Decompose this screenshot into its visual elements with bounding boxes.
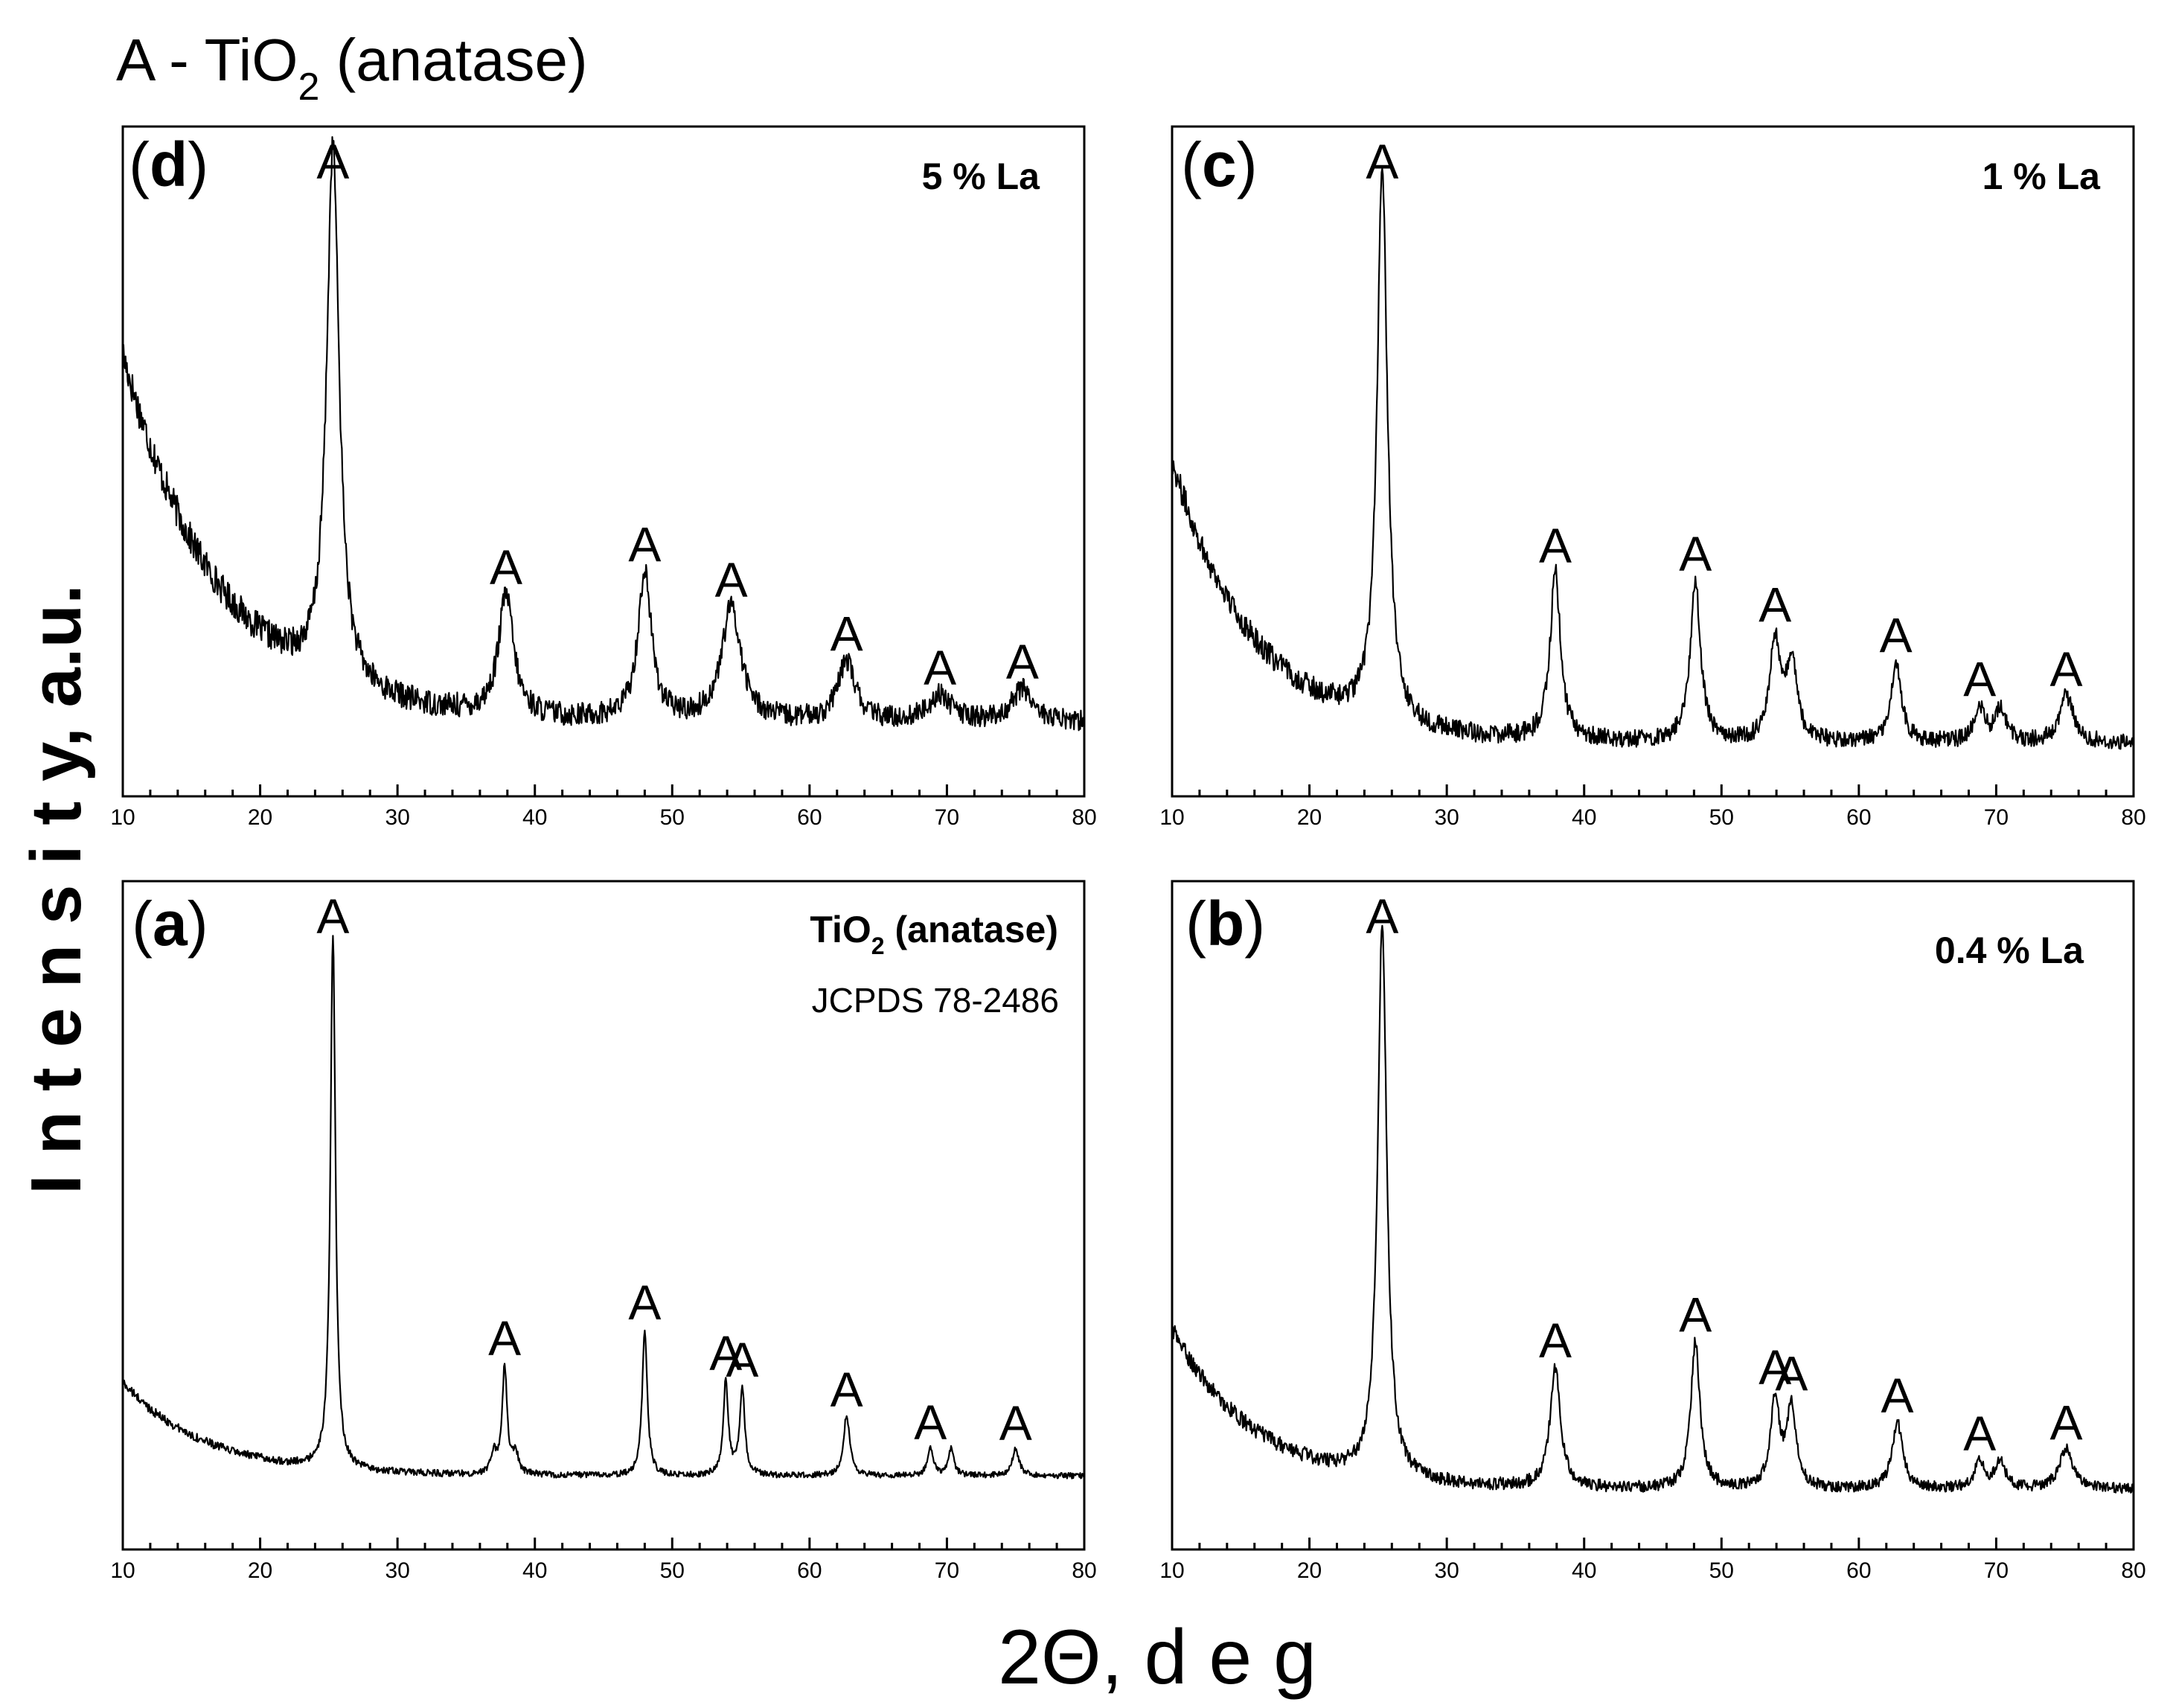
- peak-label: A: [999, 1395, 1032, 1450]
- x-tick-label: 50: [1709, 805, 1734, 830]
- peak-label: A: [1679, 526, 1712, 581]
- x-tick-label: 60: [1846, 1558, 1871, 1583]
- panel-a: (a) TiO2 (anatase) JCPDS 78-2486 10 20 30 4…: [110, 880, 1097, 1583]
- peak-label: A: [831, 1362, 863, 1417]
- peak-label: A: [1758, 577, 1791, 632]
- x-tick-label: 30: [1434, 805, 1459, 830]
- sample-label: TiO2 (anatase): [810, 909, 1058, 959]
- peak-label: A: [715, 552, 748, 607]
- x-tick-label: 10: [1159, 805, 1184, 830]
- peak-label: A: [1775, 1346, 1808, 1401]
- peak-label: A: [2050, 642, 2083, 697]
- x-tick-label: 50: [1709, 1558, 1734, 1583]
- xrd-trace: [122, 935, 1086, 1480]
- x-tick-label: 40: [522, 1558, 547, 1583]
- peak-label: A: [726, 1332, 758, 1387]
- x-tick-label: 80: [1072, 1558, 1096, 1583]
- x-tick-label: 60: [797, 1558, 822, 1583]
- xrd-trace: [1171, 167, 2135, 750]
- x-tick-label: 30: [385, 805, 409, 830]
- x-tick-label: 70: [1984, 805, 2009, 830]
- x-tick-label: 10: [110, 1558, 135, 1583]
- sample-label: 0.4 % La: [1935, 930, 2084, 971]
- x-tick-label: 80: [2121, 805, 2145, 830]
- peak-label: A: [1758, 1340, 1791, 1395]
- peak-label: A: [1963, 652, 1996, 707]
- peak-label: A: [1881, 1368, 1914, 1423]
- peak-label: A: [709, 1325, 742, 1381]
- x-tick-label: 60: [1846, 805, 1871, 830]
- panel-label: (a): [132, 889, 208, 959]
- peak-label: A: [924, 640, 956, 695]
- xrd-trace: [121, 136, 1086, 732]
- x-tick-label: 40: [1572, 805, 1596, 830]
- x-tick-label: 70: [935, 1558, 959, 1583]
- x-axis-title: 2Θ, d e g: [998, 1614, 1316, 1701]
- panel-frame: [1171, 880, 2135, 1551]
- panel-b: (b) 0.4 % La 10 20 30 40 50 60 70 80 AA AAA AA A: [1159, 880, 2146, 1583]
- reference-label: JCPDS 78-2486: [812, 981, 1059, 1020]
- peak-label: A: [1366, 889, 1398, 944]
- x-tick-label: 30: [385, 1558, 409, 1583]
- xrd-trace: [1171, 924, 2135, 1494]
- x-tick-label: 20: [1297, 805, 1322, 830]
- peak-label: A: [628, 1275, 661, 1330]
- x-tick-label: 40: [1572, 1558, 1596, 1583]
- x-tick-label: 20: [1297, 1558, 1322, 1583]
- peak-label: A: [1963, 1406, 1996, 1461]
- peak-label: A: [1539, 518, 1572, 573]
- x-tick-label: 70: [935, 805, 959, 830]
- panel-label: (b): [1185, 889, 1265, 959]
- x-tick-label: 50: [660, 1558, 685, 1583]
- x-tick-label: 60: [797, 805, 822, 830]
- y-axis-title: I n t e n s i t y, a.u.: [16, 584, 96, 1194]
- sample-label: 5 % La: [922, 156, 1041, 197]
- peak-label: A: [1366, 134, 1398, 189]
- peak-label: A: [488, 1311, 521, 1366]
- sample-label: 1 % La: [1982, 156, 2102, 197]
- peak-label: A: [1006, 634, 1039, 689]
- x-tick-label: 20: [248, 1558, 272, 1583]
- peak-label: A: [628, 517, 661, 572]
- x-tick-label: 80: [2121, 1558, 2145, 1583]
- peak-label: A: [316, 889, 349, 944]
- peak-label: A: [316, 134, 349, 189]
- x-tick-label: 10: [1159, 1558, 1184, 1583]
- peak-label: A: [2050, 1395, 2083, 1450]
- peak-label: A: [914, 1395, 947, 1450]
- x-tick-label: 50: [660, 805, 685, 830]
- panel-frame: [121, 880, 1086, 1551]
- peak-label: A: [1880, 607, 1913, 662]
- x-tick-label: 20: [248, 805, 272, 830]
- panel-label: (c): [1181, 129, 1258, 199]
- peak-label: A: [1539, 1313, 1572, 1368]
- panel-frame: [121, 125, 1086, 798]
- legend-title: A - TiO2 (anatase): [116, 27, 588, 109]
- peak-label: A: [490, 540, 522, 595]
- x-tick-label: 70: [1984, 1558, 2009, 1583]
- x-tick-label: 80: [1072, 805, 1096, 830]
- x-tick-label: 40: [522, 805, 547, 830]
- x-tick-label: 30: [1434, 1558, 1459, 1583]
- peak-label: A: [831, 607, 863, 662]
- x-tick-label: 10: [110, 805, 135, 830]
- panel-frame: [1171, 125, 2135, 798]
- panel-label: (d): [129, 129, 208, 199]
- peak-label: A: [1679, 1288, 1712, 1343]
